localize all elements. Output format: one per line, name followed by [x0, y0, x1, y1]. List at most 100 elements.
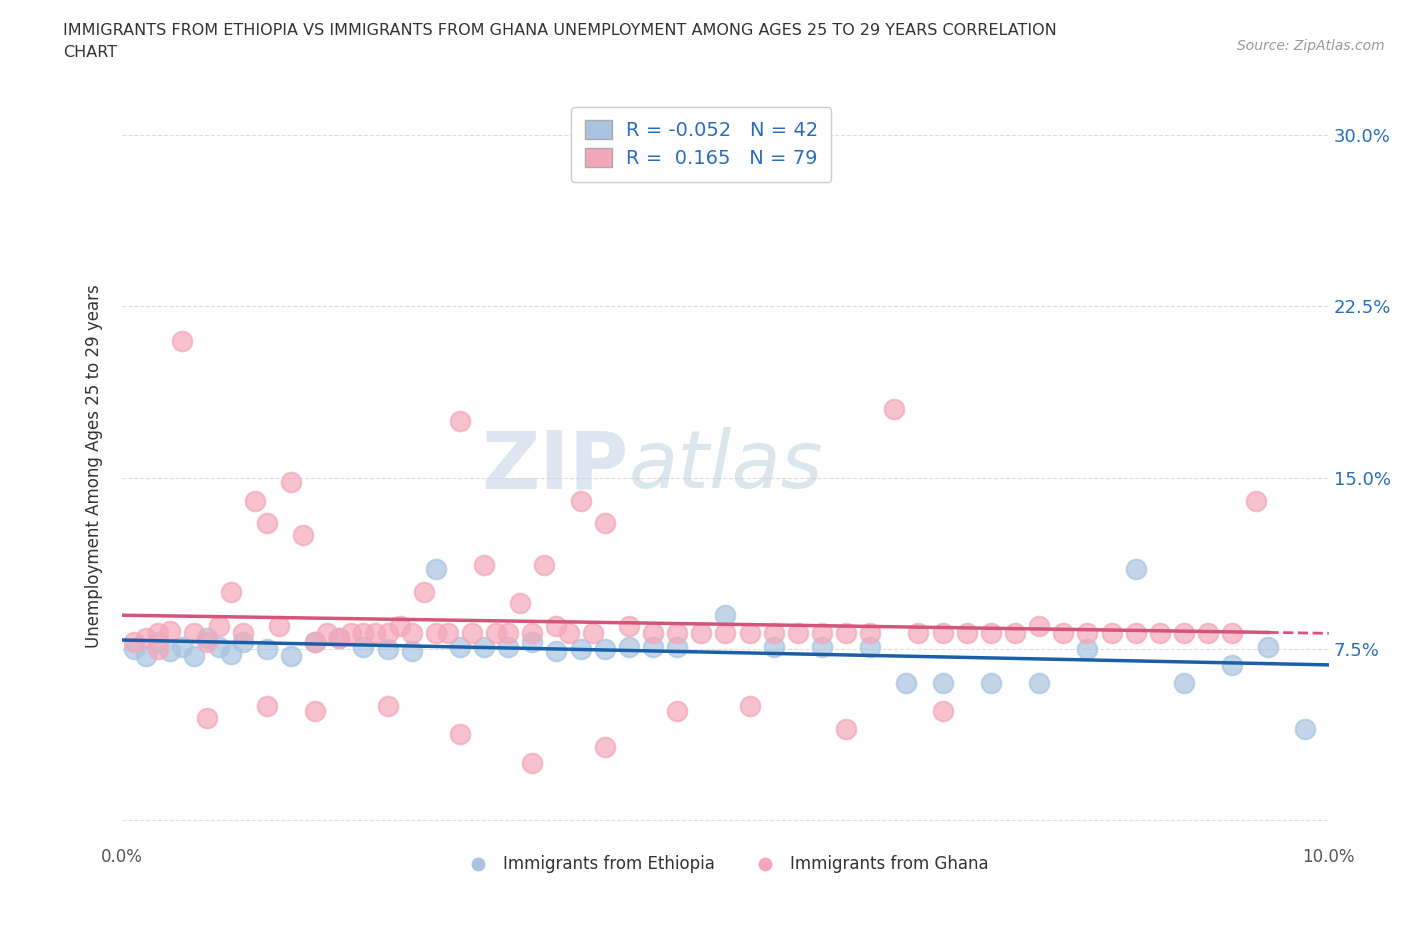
- Point: [931, 703, 953, 718]
- Point: [569, 642, 592, 657]
- Point: [786, 626, 808, 641]
- Point: [485, 626, 508, 641]
- Point: [292, 527, 315, 542]
- Point: [1052, 626, 1074, 641]
- Point: [449, 639, 471, 654]
- Point: [172, 639, 194, 654]
- Point: [666, 626, 689, 641]
- Point: [522, 634, 544, 649]
- Point: [256, 516, 278, 531]
- Point: [1220, 626, 1243, 641]
- Point: [340, 626, 363, 641]
- Point: [617, 618, 640, 633]
- Point: [461, 626, 484, 641]
- Point: [522, 626, 544, 641]
- Point: [617, 639, 640, 654]
- Point: [328, 631, 350, 645]
- Point: [533, 557, 555, 572]
- Point: [267, 618, 290, 633]
- Point: [593, 516, 616, 531]
- Point: [931, 626, 953, 641]
- Point: [1101, 626, 1123, 641]
- Point: [738, 626, 761, 641]
- Point: [690, 626, 713, 641]
- Point: [449, 413, 471, 428]
- Point: [569, 493, 592, 508]
- Point: [907, 626, 929, 641]
- Point: [425, 562, 447, 577]
- Point: [183, 648, 205, 663]
- Point: [762, 626, 785, 641]
- Point: [1076, 642, 1098, 657]
- Point: [666, 639, 689, 654]
- Point: [1149, 626, 1171, 641]
- Point: [1246, 493, 1268, 508]
- Point: [377, 642, 399, 657]
- Point: [896, 676, 918, 691]
- Point: [593, 739, 616, 754]
- Point: [1197, 626, 1219, 641]
- Text: CHART: CHART: [63, 45, 117, 60]
- Point: [135, 648, 157, 663]
- Point: [1125, 562, 1147, 577]
- Point: [835, 722, 858, 737]
- Point: [980, 676, 1002, 691]
- Point: [159, 623, 181, 638]
- Point: [811, 639, 834, 654]
- Point: [425, 626, 447, 641]
- Point: [1004, 626, 1026, 641]
- Point: [243, 493, 266, 508]
- Point: [159, 644, 181, 658]
- Point: [666, 703, 689, 718]
- Point: [738, 698, 761, 713]
- Point: [641, 626, 664, 641]
- Point: [956, 626, 979, 641]
- Point: [522, 756, 544, 771]
- Point: [232, 626, 254, 641]
- Point: [401, 626, 423, 641]
- Point: [1125, 626, 1147, 641]
- Point: [219, 646, 242, 661]
- Point: [835, 626, 858, 641]
- Point: [593, 642, 616, 657]
- Legend: Immigrants from Ethiopia, Immigrants from Ghana: Immigrants from Ethiopia, Immigrants fro…: [456, 849, 995, 880]
- Point: [256, 642, 278, 657]
- Point: [641, 639, 664, 654]
- Point: [207, 618, 229, 633]
- Point: [931, 676, 953, 691]
- Point: [546, 644, 568, 658]
- Point: [980, 626, 1002, 641]
- Text: IMMIGRANTS FROM ETHIOPIA VS IMMIGRANTS FROM GHANA UNEMPLOYMENT AMONG AGES 25 TO : IMMIGRANTS FROM ETHIOPIA VS IMMIGRANTS F…: [63, 23, 1057, 38]
- Point: [472, 557, 495, 572]
- Point: [1294, 722, 1316, 737]
- Point: [1076, 626, 1098, 641]
- Point: [122, 642, 145, 657]
- Text: Source: ZipAtlas.com: Source: ZipAtlas.com: [1237, 39, 1385, 53]
- Point: [195, 631, 218, 645]
- Point: [280, 648, 302, 663]
- Point: [135, 631, 157, 645]
- Point: [304, 703, 326, 718]
- Point: [449, 726, 471, 741]
- Point: [207, 639, 229, 654]
- Point: [388, 618, 411, 633]
- Point: [219, 584, 242, 599]
- Point: [183, 626, 205, 641]
- Point: [304, 634, 326, 649]
- Point: [172, 333, 194, 348]
- Point: [1220, 658, 1243, 672]
- Point: [256, 698, 278, 713]
- Point: [472, 639, 495, 654]
- Text: atlas: atlas: [628, 427, 824, 505]
- Point: [364, 626, 387, 641]
- Point: [280, 475, 302, 490]
- Point: [546, 618, 568, 633]
- Point: [328, 631, 350, 645]
- Point: [714, 626, 737, 641]
- Point: [401, 644, 423, 658]
- Point: [1028, 676, 1050, 691]
- Point: [148, 634, 170, 649]
- Y-axis label: Unemployment Among Ages 25 to 29 years: Unemployment Among Ages 25 to 29 years: [86, 285, 103, 648]
- Point: [412, 584, 434, 599]
- Point: [148, 626, 170, 641]
